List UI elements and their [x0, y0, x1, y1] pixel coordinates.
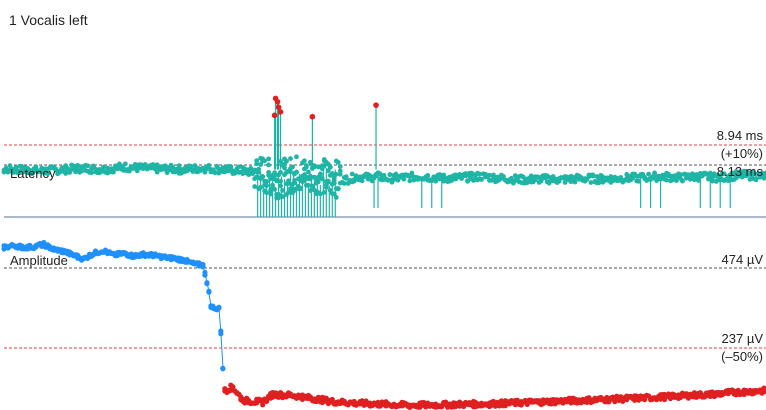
latency-outlier-point [373, 102, 379, 108]
latency-point [284, 159, 289, 164]
latency-point [708, 171, 713, 176]
latency-point [332, 181, 337, 186]
latency-outlier-point [272, 113, 278, 119]
latency-point [636, 179, 641, 184]
amplitude-point [218, 331, 223, 336]
latency-point [338, 164, 343, 169]
latency-label: Latency [10, 166, 56, 181]
latency-point [264, 179, 269, 184]
latency-point [680, 178, 685, 183]
latency-point [298, 186, 303, 191]
latency-point [328, 165, 333, 170]
latency-panel: Latency 8.94 ms (+10%) 8.13 ms [2, 96, 766, 217]
latency-point [388, 172, 393, 177]
amplitude-panel: Amplitude 474 µV 237 µV (–50%) [1, 240, 766, 410]
latency-point [360, 178, 365, 183]
latency-point [664, 178, 669, 183]
latency-point [338, 172, 343, 177]
latency-point [479, 177, 484, 182]
amplitude-point [216, 306, 221, 311]
latency-point [258, 185, 263, 190]
latency-point [306, 170, 311, 175]
amplitude-point [202, 273, 207, 278]
latency-baseline-label: 8.13 ms [717, 164, 764, 179]
latency-point [207, 163, 212, 168]
latency-point [254, 161, 259, 166]
latency-point [302, 158, 307, 163]
latency-point [294, 154, 299, 159]
latency-point [425, 173, 430, 178]
latency-point [123, 161, 128, 166]
latency-point [282, 166, 287, 171]
latency-point [573, 180, 578, 185]
amplitude-point [200, 262, 205, 267]
latency-point [288, 156, 293, 161]
latency-point [292, 181, 297, 186]
latency-point [336, 186, 341, 191]
latency-upper-label: 8.94 ms [717, 128, 764, 143]
latency-point [320, 177, 325, 182]
latency-point [294, 170, 299, 175]
latency-point [135, 168, 140, 173]
latency-point [89, 170, 94, 175]
latency-outlier-point [278, 109, 284, 115]
latency-point [652, 171, 657, 176]
amplitude-point [220, 366, 225, 371]
latency-point [256, 167, 261, 172]
latency-point [409, 171, 414, 176]
latency-upper-sublabel: (+10%) [721, 146, 763, 161]
latency-point [407, 178, 412, 183]
amplitude-baseline-label: 474 µV [722, 252, 764, 267]
latency-point [322, 190, 327, 195]
latency-point [336, 160, 341, 165]
latency-point [646, 172, 651, 177]
latency-point [280, 188, 285, 193]
latency-point [334, 195, 339, 200]
latency-outlier-point [275, 99, 281, 105]
amplitude-lower-sublabel: (–50%) [721, 349, 763, 364]
latency-point [272, 187, 277, 192]
amplitude-point [204, 281, 209, 286]
latency-outlier-point [310, 114, 316, 120]
latency-point [278, 184, 283, 189]
latency-point [318, 172, 323, 177]
latency-point [266, 156, 271, 161]
amplitude-label: Amplitude [10, 253, 68, 268]
amplitude-lower-label: 237 µV [722, 331, 764, 346]
latency-point [85, 163, 90, 168]
amplitude-point [206, 289, 211, 294]
latency-point [278, 179, 283, 184]
latency-point [304, 163, 309, 168]
latency-point [260, 174, 265, 179]
latency-point [278, 170, 283, 175]
amplitude-point [264, 399, 269, 404]
latency-point [266, 163, 271, 168]
latency-point [330, 171, 335, 176]
amplitude-points [1, 240, 766, 410]
latency-points [2, 96, 766, 217]
latency-point [101, 165, 106, 170]
latency-point [290, 165, 295, 170]
